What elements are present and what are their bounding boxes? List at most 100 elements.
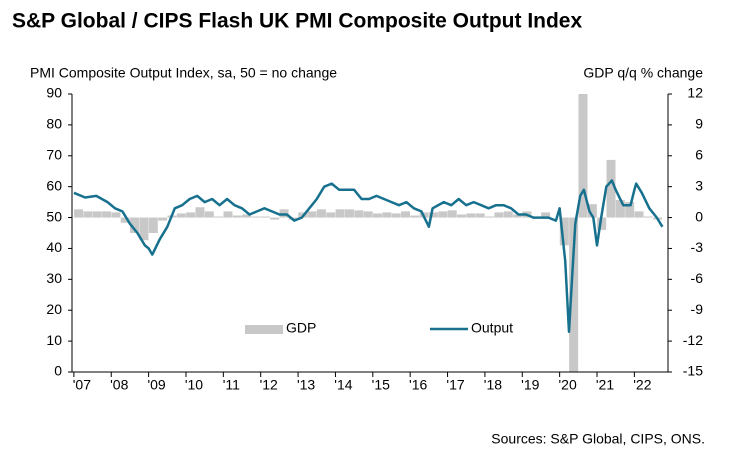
gdp-bar bbox=[111, 212, 121, 218]
y-tick-label: 20 bbox=[46, 301, 62, 317]
y2-tick-label: 12 bbox=[687, 85, 703, 101]
y2-axis-label: GDP q/q % change bbox=[583, 65, 703, 81]
gdp-bar bbox=[176, 213, 186, 218]
gdp-bar bbox=[270, 217, 280, 220]
gdp-bar bbox=[615, 200, 625, 218]
x-tick-label: '22 bbox=[633, 377, 651, 393]
x-tick-label: '15 bbox=[372, 377, 390, 393]
output-line bbox=[73, 179, 664, 334]
gdp-bar bbox=[316, 209, 326, 218]
gdp-bar bbox=[382, 212, 392, 218]
legend-label: Output bbox=[471, 320, 513, 336]
x-tick-label: '13 bbox=[297, 377, 315, 393]
y-tick-label: 90 bbox=[46, 85, 62, 101]
gdp-bar bbox=[634, 211, 644, 218]
y2-tick-label: -3 bbox=[691, 239, 704, 255]
gdp-bar bbox=[92, 211, 102, 218]
x-tick-label: '09 bbox=[147, 377, 165, 393]
gdp-bar bbox=[372, 213, 382, 218]
gdp-bar bbox=[559, 217, 569, 246]
gdp-bar bbox=[344, 209, 354, 218]
gdp-bar bbox=[354, 210, 364, 218]
x-tick-label: '10 bbox=[185, 377, 203, 393]
gdp-bar bbox=[578, 94, 588, 218]
x-tick-label: '08 bbox=[110, 377, 128, 393]
gdp-bar bbox=[102, 211, 112, 218]
gdp-bar bbox=[569, 217, 579, 372]
gdp-bar bbox=[391, 213, 401, 218]
gdp-bar bbox=[485, 216, 495, 218]
y2-tick-label: 9 bbox=[695, 116, 703, 132]
y-tick-label: 60 bbox=[46, 177, 62, 193]
x-tick-label: '18 bbox=[484, 377, 502, 393]
gdp-bar bbox=[242, 214, 252, 218]
y-tick-label: 80 bbox=[46, 116, 62, 132]
y2-tick-label: 6 bbox=[695, 146, 703, 162]
x-tick-label: '14 bbox=[334, 377, 352, 393]
y-tick-label: 40 bbox=[46, 239, 62, 255]
gdp-bar bbox=[541, 212, 551, 218]
gdp-bar bbox=[83, 211, 93, 218]
chart-title: S&P Global / CIPS Flash UK PMI Composite… bbox=[12, 10, 582, 33]
x-tick-label: '19 bbox=[521, 377, 539, 393]
y-tick-label: 0 bbox=[54, 363, 62, 379]
y2-tick-label: -15 bbox=[683, 363, 703, 379]
gdp-bar bbox=[494, 212, 504, 218]
gdp-bar bbox=[204, 211, 214, 218]
gdp-bar bbox=[457, 214, 467, 218]
x-tick-label: '16 bbox=[409, 377, 427, 393]
gdp-bar bbox=[503, 211, 513, 218]
y2-tick-label: -6 bbox=[691, 270, 704, 286]
gdp-bar bbox=[223, 211, 233, 218]
gdp-bar bbox=[447, 210, 457, 218]
x-tick-label: '21 bbox=[596, 377, 614, 393]
gdp-bar bbox=[74, 209, 84, 218]
gdp-bar bbox=[232, 215, 242, 218]
y2-tick-label: -12 bbox=[683, 332, 703, 348]
legend-label: GDP bbox=[286, 320, 316, 336]
y2-tick-label: 0 bbox=[695, 208, 703, 224]
gdp-bar bbox=[625, 202, 635, 218]
gdp-bar bbox=[120, 217, 130, 223]
y-tick-label: 30 bbox=[46, 270, 62, 286]
gdp-bar bbox=[475, 213, 485, 218]
gdp-bar bbox=[307, 211, 317, 218]
gdp-bar bbox=[186, 212, 196, 218]
gdp-bar bbox=[130, 217, 140, 233]
gdp-bar bbox=[513, 214, 523, 218]
plot-area bbox=[73, 94, 664, 372]
gdp-bar bbox=[363, 211, 373, 218]
gdp-bar bbox=[400, 211, 410, 218]
gdp-bar bbox=[429, 212, 439, 218]
x-tick-label: '17 bbox=[446, 377, 464, 393]
gdp-bar bbox=[139, 217, 149, 241]
gdp-bar bbox=[587, 204, 597, 218]
gdp-bar bbox=[260, 216, 270, 218]
legend-swatch bbox=[245, 325, 283, 334]
x-tick-label: '07 bbox=[73, 377, 91, 393]
gdp-bar bbox=[251, 216, 261, 218]
y-tick-label: 10 bbox=[46, 332, 62, 348]
gdp-bar bbox=[643, 216, 653, 218]
gdp-bar bbox=[606, 159, 616, 218]
gdp-bar bbox=[335, 209, 345, 218]
y-tick-label: 50 bbox=[46, 208, 62, 224]
x-tick-label: '20 bbox=[559, 377, 577, 393]
y-axis-label: PMI Composite Output Index, sa, 50 = no … bbox=[30, 65, 337, 81]
gdp-bar bbox=[195, 207, 205, 218]
gdp-bar bbox=[597, 217, 607, 230]
gdp-bar bbox=[148, 217, 158, 233]
x-tick-label: '11 bbox=[223, 377, 240, 393]
y2-tick-label: 3 bbox=[695, 177, 703, 193]
gdp-bar bbox=[214, 216, 224, 218]
gdp-bar bbox=[466, 213, 476, 218]
y2-tick-label: -9 bbox=[691, 301, 704, 317]
gdp-bar bbox=[158, 217, 168, 221]
gdp-bar bbox=[410, 215, 420, 218]
gdp-bar bbox=[326, 212, 336, 218]
gdp-bar bbox=[438, 211, 448, 218]
x-tick-label: '12 bbox=[260, 377, 278, 393]
y-tick-label: 70 bbox=[46, 146, 62, 162]
